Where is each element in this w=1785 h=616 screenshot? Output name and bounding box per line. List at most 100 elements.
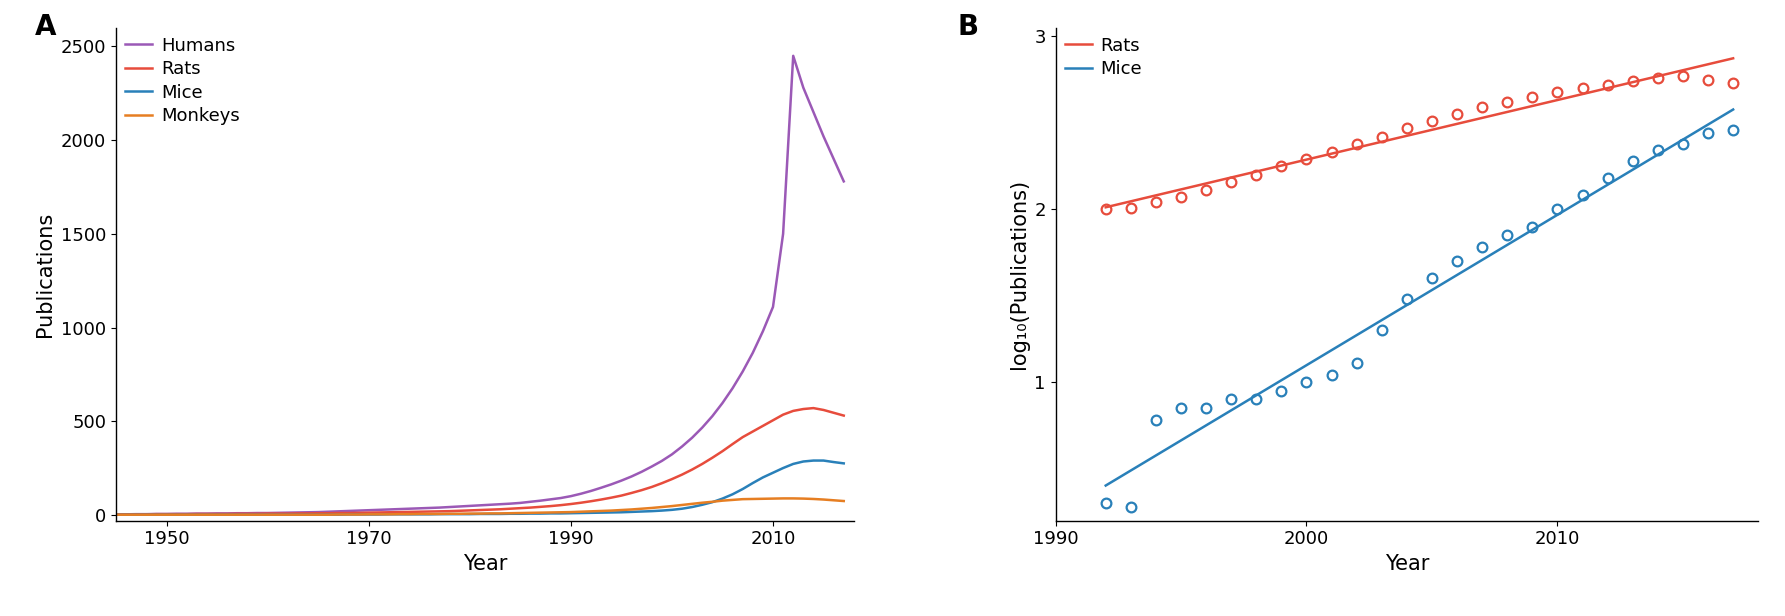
Rats bbox=[1346, 140, 1367, 147]
Legend: Humans, Rats, Mice, Monkeys: Humans, Rats, Mice, Monkeys bbox=[125, 37, 239, 125]
Rats bbox=[105, 511, 127, 518]
Mice bbox=[1723, 126, 1744, 134]
Humans bbox=[732, 368, 753, 375]
Rats bbox=[732, 434, 753, 441]
Rats bbox=[1471, 103, 1492, 111]
Mice bbox=[1648, 147, 1669, 154]
Monkeys bbox=[268, 511, 289, 519]
Mice bbox=[1521, 223, 1542, 230]
Rats bbox=[1598, 81, 1619, 89]
Mice bbox=[1496, 232, 1517, 239]
Mice bbox=[1598, 174, 1619, 182]
X-axis label: Year: Year bbox=[462, 554, 507, 573]
Mice bbox=[1296, 378, 1317, 386]
Rats bbox=[1246, 171, 1267, 179]
Line: Monkeys: Monkeys bbox=[116, 498, 844, 515]
Rats bbox=[268, 510, 289, 517]
Line: Humans: Humans bbox=[116, 56, 844, 514]
Rats bbox=[1521, 93, 1542, 100]
Humans bbox=[105, 511, 127, 518]
Mice bbox=[1346, 360, 1367, 367]
Legend: Rats, Mice: Rats, Mice bbox=[1064, 37, 1142, 78]
Monkeys bbox=[105, 511, 127, 519]
Rats bbox=[1496, 99, 1517, 106]
Rats bbox=[1146, 199, 1167, 206]
Rats bbox=[348, 509, 369, 517]
Mice bbox=[1196, 405, 1217, 412]
Line: Mice: Mice bbox=[1101, 125, 1739, 511]
Rats bbox=[1648, 74, 1669, 81]
Monkeys bbox=[348, 511, 369, 518]
Rats bbox=[834, 412, 855, 419]
Y-axis label: Publications: Publications bbox=[36, 211, 55, 337]
Mice bbox=[469, 510, 491, 517]
Mice bbox=[1573, 192, 1594, 199]
Text: B: B bbox=[957, 13, 978, 41]
Monkeys bbox=[834, 497, 855, 505]
Mice bbox=[1221, 396, 1242, 403]
Humans bbox=[469, 501, 491, 509]
Rats bbox=[712, 447, 734, 455]
Mice bbox=[1673, 140, 1694, 147]
Mice bbox=[1321, 371, 1342, 379]
Rats bbox=[1121, 204, 1142, 211]
Humans bbox=[348, 507, 369, 514]
Rats bbox=[1723, 79, 1744, 87]
Mice bbox=[1171, 405, 1192, 412]
Monkeys bbox=[469, 510, 491, 517]
Rats bbox=[1673, 73, 1694, 80]
Monkeys bbox=[732, 495, 753, 503]
Rats bbox=[1196, 187, 1217, 194]
Mice bbox=[712, 495, 734, 502]
Mice bbox=[834, 460, 855, 467]
Line: Rats: Rats bbox=[1101, 71, 1739, 214]
Rats bbox=[469, 506, 491, 514]
Humans bbox=[834, 177, 855, 185]
Rats bbox=[762, 416, 784, 424]
Humans bbox=[782, 52, 803, 60]
Humans bbox=[268, 509, 289, 517]
Rats bbox=[1321, 148, 1342, 156]
Rats bbox=[1623, 78, 1644, 85]
Rats bbox=[1094, 206, 1116, 213]
Mice bbox=[105, 511, 127, 519]
Rats bbox=[1271, 163, 1292, 170]
Mice bbox=[1548, 206, 1569, 213]
Mice bbox=[803, 457, 825, 464]
Monkeys bbox=[773, 495, 794, 502]
Rats bbox=[1421, 118, 1442, 125]
Mice bbox=[1094, 500, 1116, 507]
Mice bbox=[1121, 503, 1142, 511]
Monkeys bbox=[712, 497, 734, 505]
Text: A: A bbox=[36, 13, 57, 41]
Humans bbox=[712, 399, 734, 407]
Mice bbox=[1246, 396, 1267, 403]
Mice bbox=[1446, 257, 1467, 265]
Mice bbox=[1623, 157, 1644, 164]
Rats bbox=[1396, 124, 1417, 132]
Rats bbox=[1296, 155, 1317, 163]
Rats bbox=[1446, 110, 1467, 118]
Rats bbox=[1573, 84, 1594, 92]
Mice bbox=[762, 469, 784, 476]
Rats bbox=[1371, 133, 1392, 140]
Mice bbox=[1471, 243, 1492, 251]
X-axis label: Year: Year bbox=[1385, 554, 1430, 573]
Rats bbox=[803, 404, 825, 411]
Mice bbox=[1146, 416, 1167, 424]
Rats bbox=[1548, 88, 1569, 95]
Mice bbox=[1698, 129, 1719, 137]
Line: Rats: Rats bbox=[116, 408, 844, 514]
Rats bbox=[1171, 193, 1192, 201]
Mice bbox=[732, 485, 753, 493]
Monkeys bbox=[762, 495, 784, 502]
Rats bbox=[1698, 76, 1719, 83]
Mice bbox=[348, 511, 369, 518]
Rats bbox=[1221, 178, 1242, 185]
Mice bbox=[1271, 387, 1292, 394]
Line: Mice: Mice bbox=[116, 461, 844, 515]
Humans bbox=[762, 303, 784, 310]
Mice bbox=[1396, 296, 1417, 303]
Mice bbox=[1371, 326, 1392, 334]
Y-axis label: log₁₀(Publications): log₁₀(Publications) bbox=[1009, 179, 1028, 369]
